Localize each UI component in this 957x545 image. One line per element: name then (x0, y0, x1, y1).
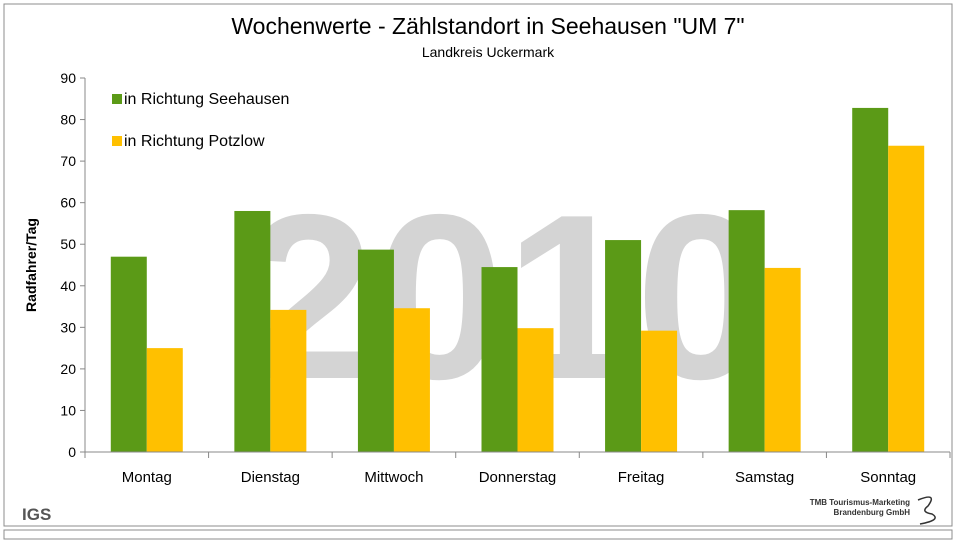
legend-swatch (112, 94, 122, 104)
bottom-frame (3, 529, 953, 540)
bar (888, 145, 925, 453)
y-tick-label: 10 (60, 402, 76, 418)
x-tick-label: Montag (122, 469, 172, 486)
y-tick-label: 50 (60, 236, 76, 252)
bar (517, 328, 554, 452)
bar (110, 256, 147, 452)
y-tick-label: 90 (60, 70, 76, 86)
bar (852, 107, 889, 453)
chart-subtitle: Landkreis Uckermark (422, 44, 555, 60)
footer-left-logo: IGS (22, 505, 51, 524)
bar (728, 210, 765, 452)
bar (641, 330, 678, 452)
x-tick-label: Dienstag (241, 469, 300, 486)
y-tick-label: 70 (60, 153, 76, 169)
bar (234, 210, 271, 452)
legend-swatch (112, 136, 122, 146)
x-tick-label: Mittwoch (364, 469, 423, 486)
y-tick-label: 20 (60, 361, 76, 377)
bar (393, 308, 430, 452)
legend-label: in Richtung Seehausen (124, 91, 289, 108)
y-tick-label: 40 (60, 278, 76, 294)
bar (146, 348, 183, 452)
footer-right-line: TMB Tourismus-Marketing (810, 498, 910, 507)
y-tick-label: 0 (68, 444, 76, 460)
bar (605, 240, 642, 452)
bar (270, 309, 307, 452)
footer-right-logo (917, 496, 936, 525)
bar (764, 267, 801, 452)
footer-right-line: Brandenburg GmbH (834, 508, 911, 517)
y-tick-label: 30 (60, 319, 76, 335)
x-tick-label: Sonntag (860, 469, 916, 486)
chart-title: Wochenwerte - Zählstandort in Seehausen … (231, 13, 744, 39)
x-tick-label: Donnerstag (479, 469, 557, 486)
legend-label: in Richtung Potzlow (124, 133, 265, 150)
bar (357, 249, 394, 452)
bar (481, 267, 518, 452)
x-tick-label: Samstag (735, 469, 794, 486)
y-tick-label: 60 (60, 195, 76, 211)
y-tick-label: 80 (60, 112, 76, 128)
x-tick-label: Freitag (618, 469, 665, 486)
y-axis-label: Radfahrer/Tag (23, 218, 39, 312)
